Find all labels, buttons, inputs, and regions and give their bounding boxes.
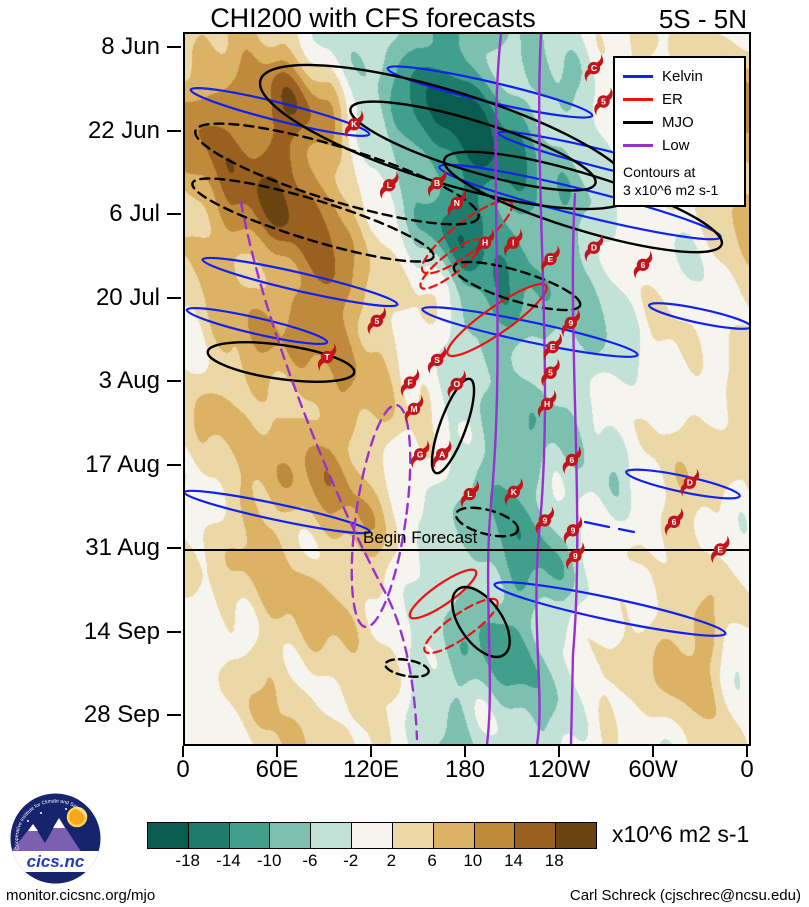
colorbar-cell — [432, 823, 474, 848]
legend-note-line1: Contours at — [623, 164, 696, 180]
y-tick-mark — [167, 630, 181, 633]
cics-logo: cics.nc Cooperative Institute for Climat… — [10, 793, 101, 884]
legend-line-swatch — [623, 98, 653, 101]
legend-line-swatch — [623, 75, 653, 78]
colorbar-tick-label: -18 — [175, 851, 200, 870]
y-tick-label: 6 Jul — [109, 200, 160, 227]
y-tick-label: 3 Aug — [98, 367, 160, 394]
x-tick-mark — [558, 746, 560, 757]
footer-url[interactable]: monitor.cicsnc.org/mjo — [6, 887, 156, 904]
x-tick-label: 120W — [527, 756, 591, 783]
y-tick-mark — [167, 463, 181, 466]
x-tick-mark — [276, 746, 278, 757]
x-tick-label: 60E — [255, 756, 299, 783]
y-tick-mark — [167, 129, 181, 132]
legend-item-label: ER — [662, 91, 683, 108]
x-tick-mark — [370, 746, 372, 757]
begin-forecast-line — [185, 549, 749, 551]
y-tick-mark — [167, 714, 181, 716]
colorbar-unit-label: x10^6 m2 s-1 — [612, 821, 750, 847]
legend: Kelvin ER MJO Low Contours at 3 x10^6 m2 s-… — [613, 56, 746, 208]
chart-title: CHI200 with CFS forecasts — [210, 3, 536, 33]
logo-wordmark: cics.nc — [27, 852, 85, 871]
x-tick-mark — [464, 746, 466, 757]
colorbar — [147, 822, 597, 849]
x-tick-label: 0 — [176, 756, 190, 783]
colorbar-tick-label: -14 — [216, 851, 241, 870]
y-tick-mark — [167, 46, 181, 48]
colorbar-cell — [269, 823, 311, 848]
y-tick-label: 17 Aug — [85, 450, 160, 478]
begin-forecast-label: Begin Forecast — [363, 528, 478, 547]
x-tick-label: 180 — [444, 756, 486, 783]
legend-contour-note: Contours at 3 x10^6 m2 s-1 — [623, 163, 736, 199]
legend-line-swatch — [623, 121, 653, 124]
y-tick-mark — [167, 296, 181, 299]
legend-item: Kelvin — [623, 65, 736, 88]
legend-item-label: Kelvin — [662, 68, 703, 85]
y-tick-label: 28 Sep — [83, 701, 160, 728]
x-tick-label: 0 — [740, 756, 754, 783]
colorbar-cell — [391, 823, 433, 848]
legend-item-label: Low — [662, 137, 690, 154]
legend-item: MJO — [623, 111, 736, 134]
colorbar-tick-label: 18 — [544, 851, 564, 870]
footer-credit: Carl Schreck (cjschrec@ncsu.edu) — [569, 887, 801, 904]
legend-items: Kelvin ER MJO Low — [623, 65, 736, 157]
colorbar-tick-label: -2 — [343, 851, 359, 870]
x-tick-label: 120E — [342, 756, 400, 783]
x-tick-label: 60W — [628, 756, 678, 783]
x-tick-mark — [746, 746, 748, 757]
x-tick-mark — [182, 746, 184, 757]
latitude-range-label: 5S - 5N — [658, 4, 747, 34]
legend-item: ER — [623, 88, 736, 111]
colorbar-cell — [351, 823, 392, 848]
y-tick-label: 20 Jul — [95, 283, 160, 311]
y-tick-label: 8 Jun — [101, 33, 160, 60]
y-tick-label: 14 Sep — [83, 617, 160, 645]
legend-line-swatch — [623, 144, 653, 147]
colorbar-cell — [514, 823, 556, 848]
colorbar-tick-label: 6 — [427, 851, 437, 870]
y-tick-mark — [167, 547, 181, 549]
colorbar-tick-label: -10 — [256, 851, 282, 870]
legend-item-label: MJO — [662, 114, 694, 131]
colorbar-tick-label: -6 — [302, 851, 318, 870]
colorbar-cell — [187, 823, 229, 848]
colorbar-cell — [310, 823, 352, 848]
legend-item: Low — [623, 134, 736, 157]
sun-icon — [66, 806, 88, 828]
y-tick-label: 22 Jun — [87, 116, 160, 144]
x-tick-mark — [652, 746, 654, 757]
y-tick-mark — [167, 213, 181, 215]
colorbar-tick-label: 2 — [386, 851, 397, 870]
colorbar-tick-label: 14 — [504, 851, 523, 870]
y-tick-mark — [167, 380, 181, 382]
y-tick-label: 31 Aug — [85, 534, 160, 561]
colorbar-cell — [148, 823, 188, 848]
legend-note-line2: 3 x10^6 m2 s-1 — [623, 182, 719, 199]
colorbar-cell — [473, 823, 515, 848]
colorbar-tick-label: 10 — [463, 851, 483, 870]
colorbar-cell — [228, 823, 270, 848]
colorbar-cell — [555, 823, 596, 848]
